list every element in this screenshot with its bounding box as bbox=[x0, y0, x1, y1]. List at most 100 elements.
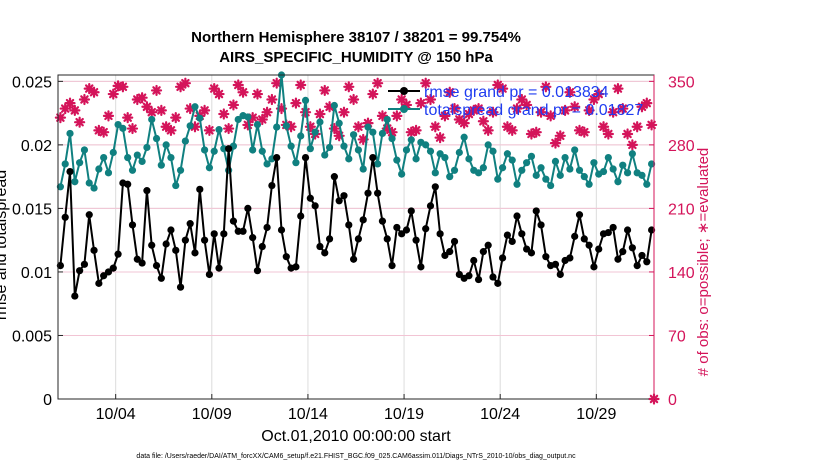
obs-count-point bbox=[347, 93, 360, 106]
data-point bbox=[556, 171, 564, 179]
data-point bbox=[566, 165, 574, 173]
data-point bbox=[100, 272, 108, 280]
left-axis-label: rmse and totalspread bbox=[0, 170, 10, 320]
data-point bbox=[369, 128, 377, 136]
data-point bbox=[71, 292, 79, 300]
x-tick-label: 10/04 bbox=[96, 406, 136, 423]
obs-count-point bbox=[439, 110, 451, 122]
chart-title-line1: Northern Hemisphere 38107 / 38201 = 99.7… bbox=[191, 29, 521, 46]
obs-count-point bbox=[150, 84, 163, 97]
data-point bbox=[604, 153, 612, 162]
data-point bbox=[575, 211, 584, 219]
data-point bbox=[513, 212, 521, 220]
data-point bbox=[378, 129, 387, 138]
data-point bbox=[446, 248, 454, 256]
data-point bbox=[258, 147, 266, 155]
data-point bbox=[479, 248, 487, 256]
data-point bbox=[205, 270, 214, 279]
obs-count-point bbox=[564, 86, 576, 98]
data-point bbox=[143, 143, 151, 152]
data-point bbox=[152, 134, 161, 143]
data-point bbox=[234, 115, 242, 124]
data-point bbox=[128, 221, 137, 229]
data-point bbox=[537, 164, 545, 172]
data-point bbox=[393, 223, 401, 232]
obs-count-point bbox=[74, 116, 86, 128]
data-point bbox=[330, 101, 338, 110]
data-point bbox=[128, 166, 137, 174]
data-point bbox=[542, 253, 550, 261]
obs-count-point bbox=[122, 112, 134, 124]
data-point bbox=[623, 226, 632, 234]
legend: rmse grand pr = 0.013834 totalspread gra… bbox=[388, 84, 643, 119]
data-point bbox=[325, 143, 334, 152]
x-axis-ticks: 10/04 10/09 10/14 10/19 10/24 10/29 bbox=[96, 394, 616, 423]
data-point bbox=[609, 223, 617, 232]
data-point bbox=[455, 148, 463, 157]
x-tick-label: 10/14 bbox=[288, 406, 328, 423]
data-point bbox=[508, 237, 516, 246]
obs-count-point bbox=[424, 93, 437, 106]
data-point bbox=[518, 230, 526, 238]
data-point bbox=[181, 137, 189, 145]
data-point bbox=[301, 96, 310, 105]
data-point bbox=[167, 153, 175, 162]
data-point bbox=[465, 155, 473, 163]
data-point bbox=[335, 119, 343, 127]
data-point bbox=[200, 146, 209, 154]
title: Northern Hemisphere 38107 / 38201 = 99.7… bbox=[191, 29, 521, 66]
obs-count-point bbox=[631, 121, 643, 133]
data-point bbox=[349, 255, 358, 263]
data-point bbox=[527, 152, 536, 160]
data-point bbox=[104, 268, 113, 276]
data-point bbox=[100, 153, 108, 162]
obs-count-point bbox=[343, 81, 355, 93]
data-point bbox=[172, 246, 180, 254]
data-point bbox=[513, 180, 521, 188]
data-point bbox=[263, 223, 271, 232]
data-point bbox=[523, 245, 531, 253]
data-point bbox=[599, 167, 608, 176]
data-point bbox=[76, 159, 84, 167]
x-tick-label: 10/29 bbox=[576, 406, 616, 423]
obs-count-point bbox=[266, 93, 278, 106]
data-point bbox=[215, 264, 223, 272]
obs-count-point bbox=[146, 106, 158, 118]
data-point bbox=[484, 241, 492, 249]
data-point bbox=[417, 263, 425, 271]
obs-count-point bbox=[179, 77, 191, 89]
data-point bbox=[191, 249, 199, 257]
data-point bbox=[585, 180, 593, 188]
obs-count-point bbox=[391, 110, 403, 122]
data-point bbox=[321, 249, 329, 257]
obs-count-point bbox=[511, 102, 523, 115]
data-point bbox=[210, 147, 218, 155]
obs-count-point bbox=[569, 101, 581, 113]
x-tick-label: 10/19 bbox=[384, 406, 424, 423]
obs-count-point bbox=[607, 106, 619, 118]
data-point bbox=[590, 159, 598, 167]
obs-count-point bbox=[641, 97, 653, 109]
data-point bbox=[556, 270, 564, 279]
data-point bbox=[647, 226, 656, 234]
obs-count-point bbox=[506, 124, 518, 136]
series-lines bbox=[56, 71, 656, 300]
data-point bbox=[148, 241, 156, 249]
obs-count-point bbox=[420, 77, 432, 89]
data-point bbox=[95, 279, 103, 287]
data-point bbox=[268, 181, 276, 190]
data-point bbox=[172, 181, 180, 190]
data-point bbox=[138, 259, 146, 267]
data-point bbox=[321, 151, 329, 159]
data-point bbox=[210, 230, 218, 238]
data-point bbox=[431, 169, 439, 177]
obs-count-point bbox=[496, 83, 509, 95]
data-point bbox=[133, 255, 141, 263]
data-point bbox=[460, 133, 468, 141]
data-point bbox=[571, 146, 579, 154]
data-point bbox=[378, 217, 387, 225]
data-point bbox=[316, 118, 324, 126]
data-point bbox=[80, 146, 89, 154]
obs-count-point bbox=[645, 119, 658, 131]
data-point bbox=[287, 142, 295, 150]
